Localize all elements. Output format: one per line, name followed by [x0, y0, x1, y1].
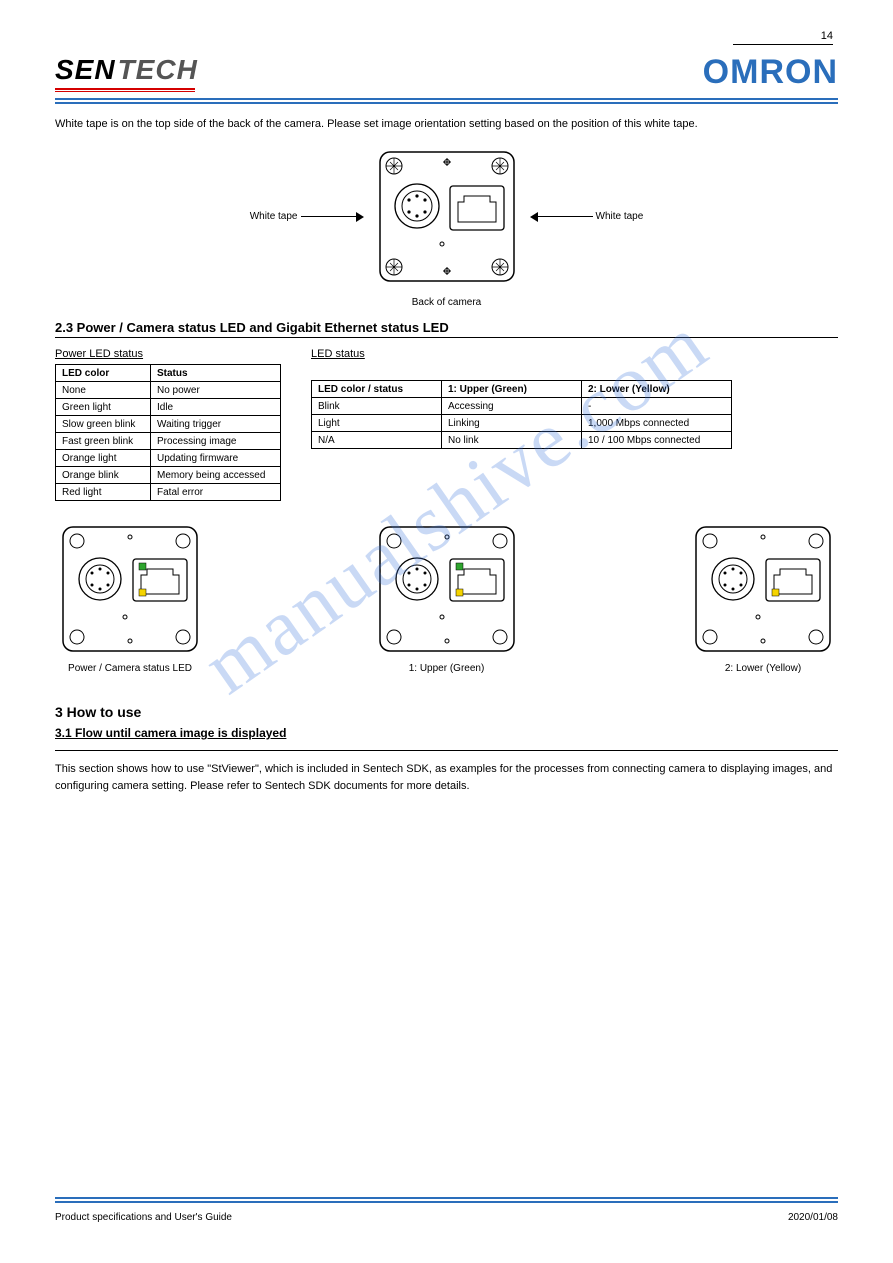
footer-left: Product specifications and User's Guide: [55, 1212, 232, 1223]
cell: Orange blink: [56, 467, 151, 484]
cell: 10 / 100 Mbps connected: [582, 432, 732, 449]
sentech-text-1: SEN: [55, 54, 116, 85]
section-2-3-title: 2.3 Power / Camera status LED and Gigabi…: [55, 320, 838, 338]
cell: 1,000 Mbps connected: [582, 415, 732, 432]
camera-back-diagram-icon: [372, 144, 522, 289]
cell: -: [582, 398, 732, 415]
diagram-3-caption: 2: Lower (Yellow): [688, 663, 838, 674]
cell: Fatal error: [151, 484, 281, 501]
cell: Memory being accessed: [151, 467, 281, 484]
cell: Blink: [312, 398, 442, 415]
camera-power-led-diagram-icon: [55, 519, 205, 659]
cell: Red light: [56, 484, 151, 501]
power-led-block: Power LED status LED color Status NoneNo…: [55, 348, 281, 501]
footer-row: Product specifications and User's Guide …: [55, 1212, 838, 1223]
page-number-top: 14: [733, 30, 833, 45]
cell: Linking: [442, 415, 582, 432]
section-3-subtitle: 3.1 Flow until camera image is displayed: [55, 726, 838, 740]
diagram-3: 2: Lower (Yellow): [688, 519, 838, 674]
header-rule-icon: [55, 98, 838, 104]
led-th-0: LED color / status: [312, 381, 442, 398]
footer-rule-icon: [55, 1197, 838, 1203]
cell: Processing image: [151, 433, 281, 450]
omron-logo: OMRON: [703, 53, 838, 92]
three-diagrams-row: Power / Camera status LED 1: Upper (Gree…: [55, 519, 838, 674]
section-3-title: 3 How to use: [55, 704, 838, 720]
cell: Orange light: [56, 450, 151, 467]
led-status-title: LED status: [311, 348, 838, 360]
camera-upper-led-diagram-icon: [372, 519, 522, 659]
cell: Idle: [151, 399, 281, 416]
diagram-1-caption: Power / Camera status LED: [55, 663, 205, 674]
diagram-1: Power / Camera status LED: [55, 519, 205, 674]
left-arrow-label: White tape: [250, 211, 298, 222]
top-diagram-row: White tape White tape: [55, 144, 838, 289]
led-th-1: 1: Upper (Green): [442, 381, 582, 398]
cell: Slow green blink: [56, 416, 151, 433]
cell: No link: [442, 432, 582, 449]
diagram-2-caption: 1: Upper (Green): [372, 663, 522, 674]
cell: Light: [312, 415, 442, 432]
logo-row: SENTECH OMRON: [55, 53, 838, 92]
sentech-logo: SENTECH: [55, 54, 198, 92]
cell: No power: [151, 382, 281, 399]
right-arrow: White tape: [530, 211, 647, 222]
footer-right: 2020/01/08: [788, 1212, 838, 1223]
diagram-2: 1: Upper (Green): [372, 519, 522, 674]
led-th-2: 2: Lower (Yellow): [582, 381, 732, 398]
cell: N/A: [312, 432, 442, 449]
cell: None: [56, 382, 151, 399]
section-3-rule-icon: [55, 750, 838, 751]
power-led-table: LED color Status NoneNo power Green ligh…: [55, 364, 281, 501]
intro-paragraph: White tape is on the top side of the bac…: [55, 118, 838, 130]
power-led-th-0: LED color: [56, 365, 151, 382]
top-diagram-caption: Back of camera: [55, 297, 838, 308]
left-arrow: White tape: [247, 211, 364, 222]
cell: Accessing: [442, 398, 582, 415]
power-led-title: Power LED status: [55, 348, 281, 360]
sentech-underline-icon: [55, 88, 195, 92]
led-status-table: LED color / status 1: Upper (Green) 2: L…: [311, 380, 732, 449]
cell: Updating firmware: [151, 450, 281, 467]
power-led-th-1: Status: [151, 365, 281, 382]
cell: Fast green blink: [56, 433, 151, 450]
right-arrow-label: White tape: [596, 211, 644, 222]
led-status-block: LED status LED color / status 1: Upper (…: [311, 348, 838, 449]
tables-row: Power LED status LED color Status NoneNo…: [55, 348, 838, 501]
cell: Green light: [56, 399, 151, 416]
section-3-body: This section shows how to use "StViewer"…: [55, 761, 838, 794]
camera-lower-led-diagram-icon: [688, 519, 838, 659]
sentech-text-2: TECH: [118, 54, 198, 85]
cell: Waiting trigger: [151, 416, 281, 433]
